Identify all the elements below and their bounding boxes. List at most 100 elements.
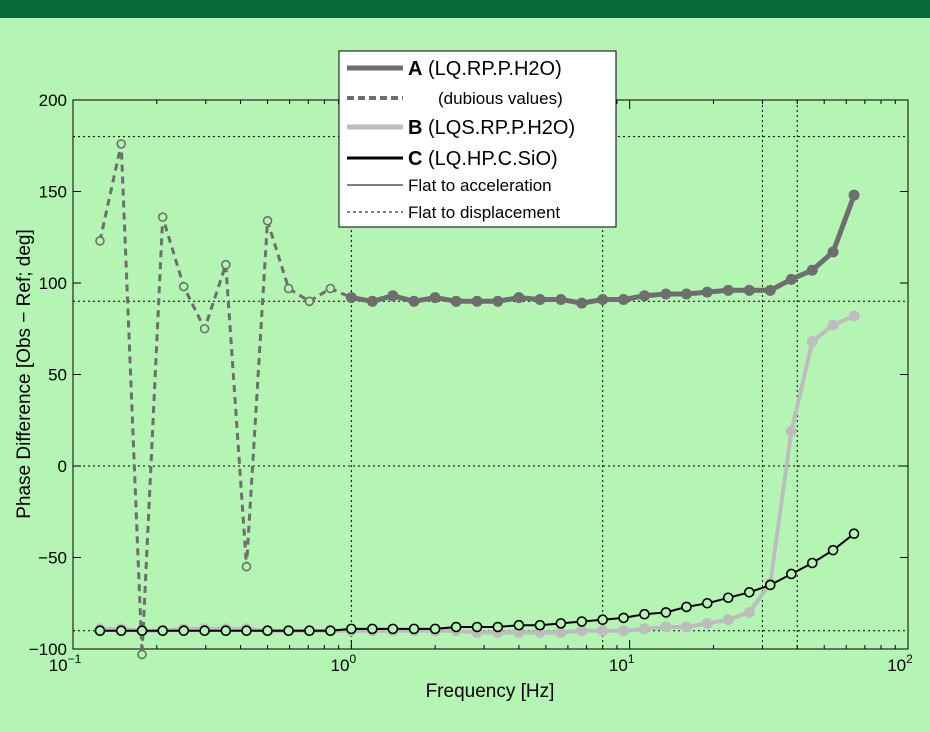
data-point (534, 293, 546, 305)
data-point (325, 625, 336, 637)
data-point (638, 290, 650, 302)
data-point (429, 623, 441, 635)
data-point (827, 319, 839, 331)
data-series (94, 139, 860, 660)
data-point (701, 597, 713, 609)
xtick-label: 102 (887, 652, 913, 675)
data-point (597, 625, 609, 637)
data-point (492, 295, 504, 307)
data-point (660, 607, 672, 618)
ytick-label: −100 (29, 640, 67, 659)
data-point (283, 283, 294, 294)
data-point (848, 528, 860, 540)
data-point (199, 323, 210, 334)
data-point (660, 621, 672, 633)
data-point (722, 614, 734, 626)
data-point (366, 295, 378, 307)
ytick-label: 50 (48, 366, 67, 385)
data-point (116, 139, 127, 149)
data-point (387, 623, 399, 635)
xtick-label: 101 (609, 652, 635, 675)
legend-entry-label: C (LQ.HP.C.SiO) (408, 148, 558, 170)
data-point (283, 625, 294, 637)
data-point (576, 625, 588, 637)
data-point (555, 618, 567, 629)
axes: −100 −50 0 50 100 150 200 10−1 100 101 102 (29, 91, 913, 675)
legend-entry-label: Flat to displacement (408, 203, 560, 222)
data-point (241, 625, 252, 637)
data-point (680, 621, 692, 633)
xtick-label: 100 (331, 652, 357, 675)
data-point (743, 606, 755, 618)
data-point (743, 284, 755, 296)
data-point (178, 625, 190, 637)
ytick-label: 150 (39, 183, 67, 202)
legend-entry-label: A (LQ.RP.P.H2O) (408, 58, 562, 80)
data-point (450, 295, 462, 307)
data-point (618, 612, 629, 624)
top-bar (0, 0, 930, 18)
data-point (764, 579, 776, 591)
data-point (94, 625, 106, 637)
data-point (471, 295, 483, 307)
data-point (618, 293, 630, 305)
data-point (95, 236, 105, 246)
data-point (806, 264, 818, 276)
series-a-dubious (95, 139, 357, 660)
data-point (848, 189, 860, 201)
ytick-label: −50 (38, 549, 67, 568)
data-point (806, 336, 818, 348)
data-point (827, 246, 839, 258)
data-point (701, 286, 713, 298)
legend-box (338, 50, 617, 228)
data-point (492, 621, 504, 633)
data-point (597, 614, 608, 626)
data-point (345, 292, 357, 304)
data-point (157, 212, 168, 222)
data-point (346, 623, 357, 635)
data-point (639, 608, 650, 620)
series-a (345, 189, 860, 309)
data-point (115, 625, 127, 637)
data-point (262, 625, 273, 637)
y-axis-label: Phase Difference [Obs − Ref; deg] (14, 229, 35, 519)
data-point (387, 290, 399, 302)
ytick-label: 0 (58, 457, 67, 476)
data-point (722, 592, 734, 604)
data-point (576, 297, 588, 309)
data-point (848, 310, 860, 322)
data-point (786, 568, 797, 580)
data-point (576, 616, 588, 627)
data-point (408, 295, 420, 307)
data-point (722, 284, 734, 296)
series-c (94, 528, 860, 637)
xtick-label: 10−1 (49, 652, 82, 675)
data-point (701, 617, 713, 629)
data-point (429, 292, 441, 304)
data-point (638, 623, 650, 635)
data-point (785, 273, 797, 285)
data-point (408, 623, 420, 635)
data-point (450, 621, 462, 633)
data-point (555, 293, 567, 305)
data-point (241, 561, 252, 572)
legend-entry-label: Flat to acceleration (408, 176, 552, 195)
ytick-label: 100 (39, 274, 67, 293)
data-point (743, 586, 755, 598)
data-point (199, 625, 210, 637)
data-point (827, 544, 839, 556)
data-point (262, 215, 273, 226)
data-point (221, 259, 231, 270)
ytick-label: 200 (39, 91, 67, 110)
data-point (157, 625, 168, 637)
data-point (513, 619, 525, 631)
data-point (471, 621, 483, 633)
legend-entry-label: B (LQS.RP.P.H2O) (408, 117, 575, 139)
data-point (137, 649, 147, 660)
data-point (618, 625, 630, 637)
data-point (555, 627, 567, 639)
legend: A (LQ.RP.P.H2O) (dubious values) B (LQS.RP… (338, 50, 617, 228)
data-point (785, 425, 797, 437)
data-point (220, 625, 232, 637)
